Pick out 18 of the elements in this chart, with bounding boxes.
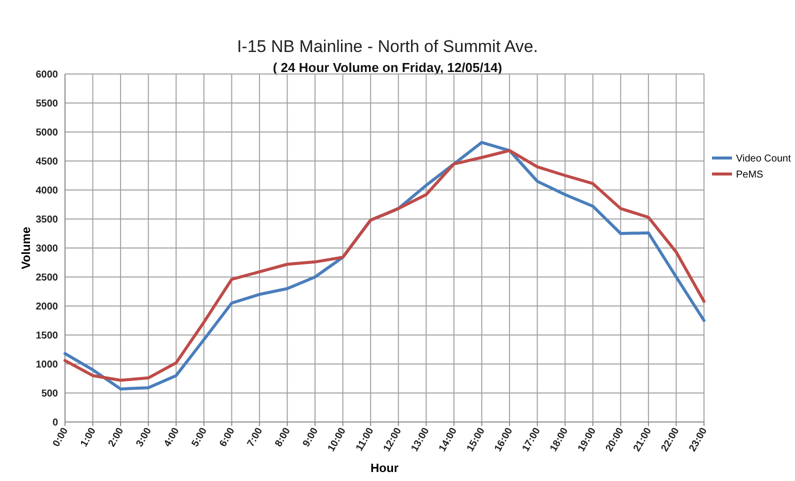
x-axis-title: Hour bbox=[370, 461, 399, 475]
y-tick-label: 5500 bbox=[36, 98, 58, 110]
y-tick-label: 2000 bbox=[36, 302, 58, 312]
y-tick-label: 4500 bbox=[36, 156, 58, 168]
y-tick-label: 500 bbox=[41, 388, 58, 400]
legend-label: Video Count bbox=[736, 154, 792, 164]
y-tick-label: 6000 bbox=[36, 70, 58, 80]
y-tick-label: 4000 bbox=[36, 186, 58, 196]
chart-title: I-15 NB Mainline - North of Summit Ave. bbox=[236, 37, 538, 56]
y-tick-label: 1000 bbox=[36, 360, 58, 370]
y-axis-title: Volume bbox=[19, 226, 33, 270]
legend-label: PeMS bbox=[736, 170, 764, 180]
y-tick-label: 3500 bbox=[36, 214, 58, 226]
y-tick-label: 3000 bbox=[36, 244, 58, 254]
y-tick-label: 5000 bbox=[36, 128, 58, 138]
y-tick-label: 1500 bbox=[36, 330, 58, 342]
y-tick-label: 0 bbox=[52, 418, 58, 428]
y-tick-label: 2500 bbox=[36, 272, 58, 284]
